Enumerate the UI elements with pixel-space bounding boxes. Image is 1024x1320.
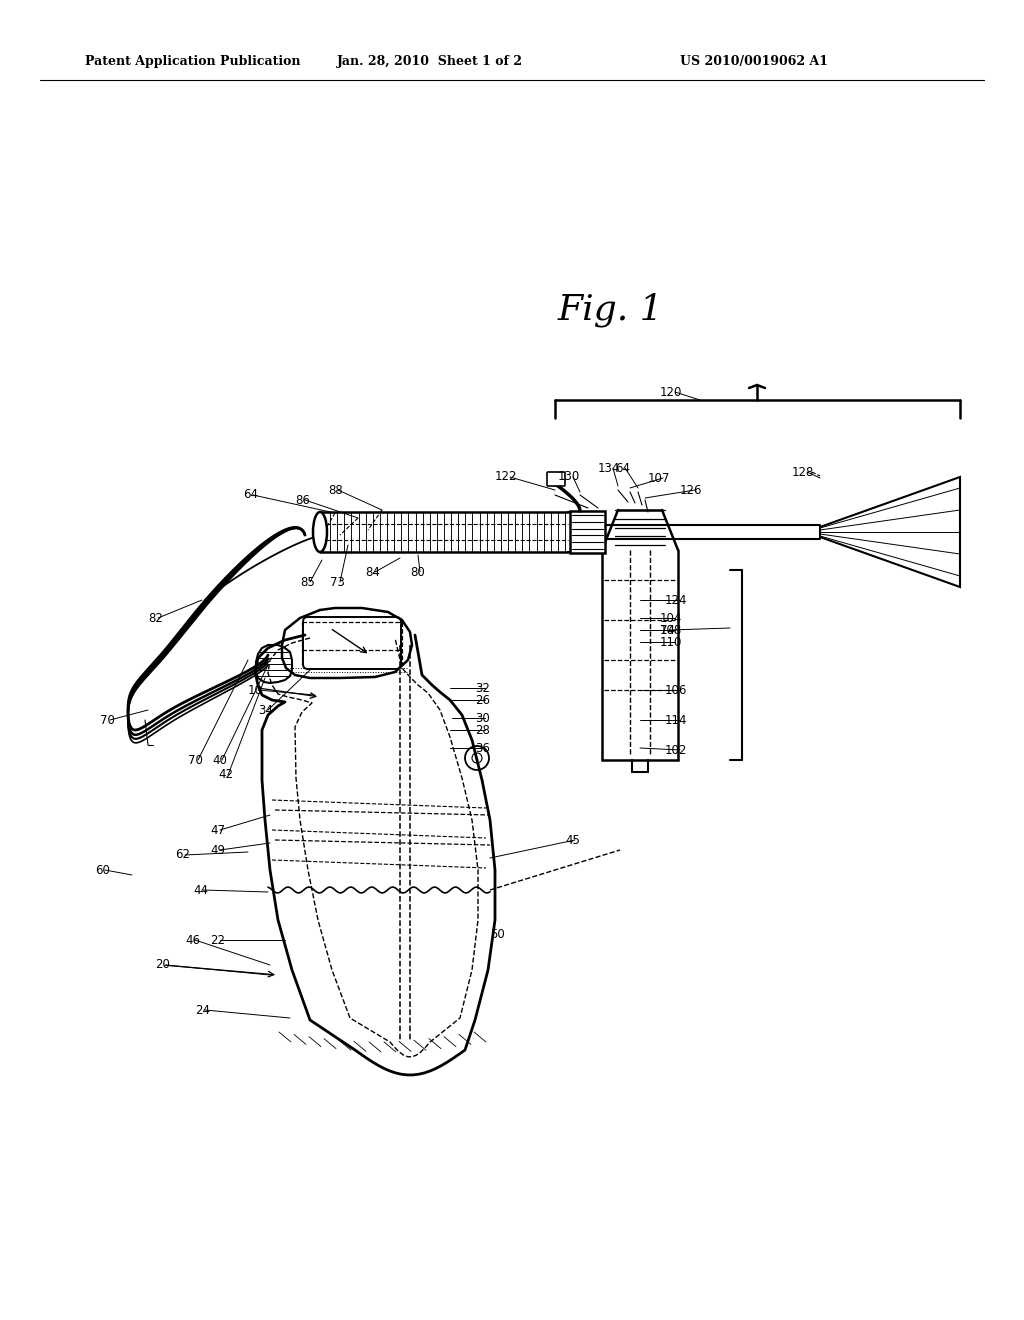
Text: 22: 22: [210, 933, 225, 946]
Text: 114: 114: [665, 714, 687, 726]
Text: 134: 134: [598, 462, 621, 474]
Text: 85: 85: [300, 576, 314, 589]
Text: 30: 30: [475, 711, 489, 725]
Polygon shape: [820, 477, 961, 587]
Text: 82: 82: [148, 611, 163, 624]
Text: 106: 106: [665, 684, 687, 697]
Text: 26: 26: [475, 693, 490, 706]
Text: 62: 62: [175, 849, 190, 862]
Text: 64: 64: [615, 462, 630, 474]
Text: 47: 47: [210, 824, 225, 837]
Text: 60: 60: [95, 863, 110, 876]
Text: 80: 80: [410, 565, 425, 578]
Text: Fig. 1: Fig. 1: [557, 293, 663, 327]
Text: 128: 128: [792, 466, 814, 479]
Text: 122: 122: [495, 470, 517, 483]
Text: 32: 32: [475, 681, 489, 694]
Text: 107: 107: [648, 471, 671, 484]
Text: 42: 42: [218, 768, 233, 781]
Text: 124: 124: [665, 594, 687, 606]
FancyBboxPatch shape: [547, 473, 565, 486]
Text: 34: 34: [258, 704, 272, 717]
Text: 10: 10: [248, 684, 263, 697]
Text: 102: 102: [665, 743, 687, 756]
Text: 86: 86: [295, 494, 310, 507]
Text: 104: 104: [660, 611, 682, 624]
Text: 84: 84: [365, 565, 380, 578]
Text: 40: 40: [212, 754, 227, 767]
Text: 74: 74: [660, 623, 675, 636]
Ellipse shape: [313, 512, 327, 552]
Text: 70: 70: [188, 754, 203, 767]
Text: 88: 88: [328, 483, 343, 496]
Text: 110: 110: [660, 635, 682, 648]
Text: 36: 36: [475, 742, 489, 755]
Text: Patent Application Publication: Patent Application Publication: [85, 55, 300, 69]
Text: US 2010/0019062 A1: US 2010/0019062 A1: [680, 55, 828, 69]
Text: 46: 46: [185, 933, 200, 946]
Text: 108: 108: [660, 623, 682, 636]
Text: 44: 44: [193, 883, 208, 896]
Text: Jan. 28, 2010  Sheet 1 of 2: Jan. 28, 2010 Sheet 1 of 2: [337, 55, 523, 69]
Text: 49: 49: [210, 843, 225, 857]
Text: 24: 24: [195, 1003, 210, 1016]
Text: 73: 73: [330, 576, 345, 589]
Text: 50: 50: [490, 928, 505, 941]
Text: 126: 126: [680, 483, 702, 496]
Text: 28: 28: [475, 723, 489, 737]
FancyBboxPatch shape: [570, 511, 605, 553]
Text: 20: 20: [155, 958, 170, 972]
Text: 70: 70: [100, 714, 115, 726]
Text: 130: 130: [558, 470, 581, 483]
Text: 45: 45: [565, 833, 580, 846]
Text: 120: 120: [660, 385, 682, 399]
Text: 64: 64: [243, 488, 258, 502]
